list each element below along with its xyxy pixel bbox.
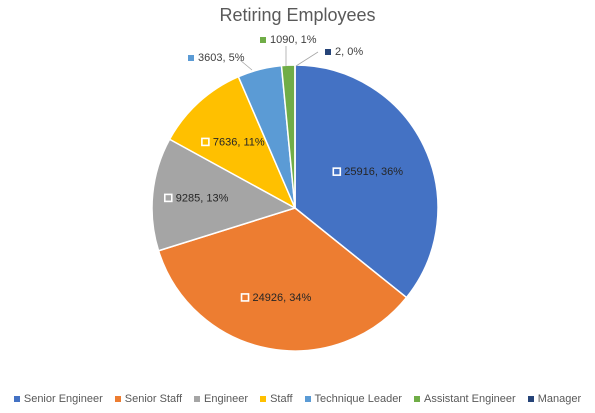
label-key-marker [188, 55, 194, 61]
legend-swatch [260, 396, 267, 402]
legend-item-senior-staff: Senior Staff [114, 393, 183, 405]
legend-label: Technique Leader [314, 393, 402, 405]
leader-line [239, 59, 253, 71]
legend-label: Manager [537, 393, 582, 405]
pie-slice-senior-engineer [294, 64, 439, 299]
pie-slice-staff [168, 75, 297, 210]
chart-title: Retiring Employees [219, 5, 376, 25]
legend-item-technique-leader: Technique Leader [304, 393, 402, 405]
legend-label: Senior Staff [124, 393, 183, 405]
data-label-text: 25916, 36% [344, 166, 403, 178]
leader-line [295, 51, 319, 67]
data-label-text: 7636, 11% [213, 136, 265, 148]
legend-label: Engineer [204, 393, 249, 405]
legend-item-manager: Manager [527, 393, 582, 405]
legend-swatch [413, 396, 420, 402]
label-key-marker [260, 37, 266, 43]
data-label-text: 1090, 1% [270, 34, 317, 46]
legend-swatch [114, 396, 121, 402]
legend-swatch [527, 396, 534, 402]
pie-slice-senior-staff [157, 207, 408, 352]
legend-swatch [304, 396, 311, 402]
label-key-marker [325, 49, 331, 55]
pie-slice-engineer [151, 138, 297, 252]
chart-legend: Senior Engineer Senior Staff Engineer Staff… [0, 393, 595, 405]
pie-slice-assistant-engineer [280, 64, 296, 209]
legend-label: Staff [270, 393, 293, 405]
legend-item-staff: Staff [260, 393, 293, 405]
legend-swatch [194, 396, 201, 402]
data-label-manager: 2, 0% [325, 46, 363, 58]
label-key-marker [163, 193, 173, 203]
label-key-marker [240, 293, 250, 302]
legend-item-senior-engineer: Senior Engineer [13, 393, 103, 405]
legend-item-assistant-engineer: Assistant Engineer [413, 393, 516, 405]
data-label-technique-leader: 3603, 5% [188, 52, 245, 64]
data-label-text: 9285, 13% [176, 192, 229, 204]
data-label-text: 24926, 34% [253, 292, 312, 304]
data-label-senior-engineer: 25916, 36% [332, 166, 403, 178]
data-label-text: 2, 0% [335, 46, 363, 58]
legend-item-engineer: Engineer [194, 393, 248, 405]
legend-label: Senior Engineer [23, 393, 103, 405]
data-label-staff: 7636, 11% [201, 136, 265, 148]
label-key-marker [332, 167, 342, 176]
legend-swatch [13, 396, 20, 402]
data-label-senior-staff: 24926, 34% [240, 292, 312, 304]
label-key-marker [201, 137, 210, 147]
data-label-assistant-engineer: 1090, 1% [260, 34, 317, 46]
data-label-text: 3603, 5% [198, 52, 245, 64]
legend-label: Assistant Engineer [423, 393, 516, 405]
data-label-engineer: 9285, 13% [163, 192, 229, 204]
